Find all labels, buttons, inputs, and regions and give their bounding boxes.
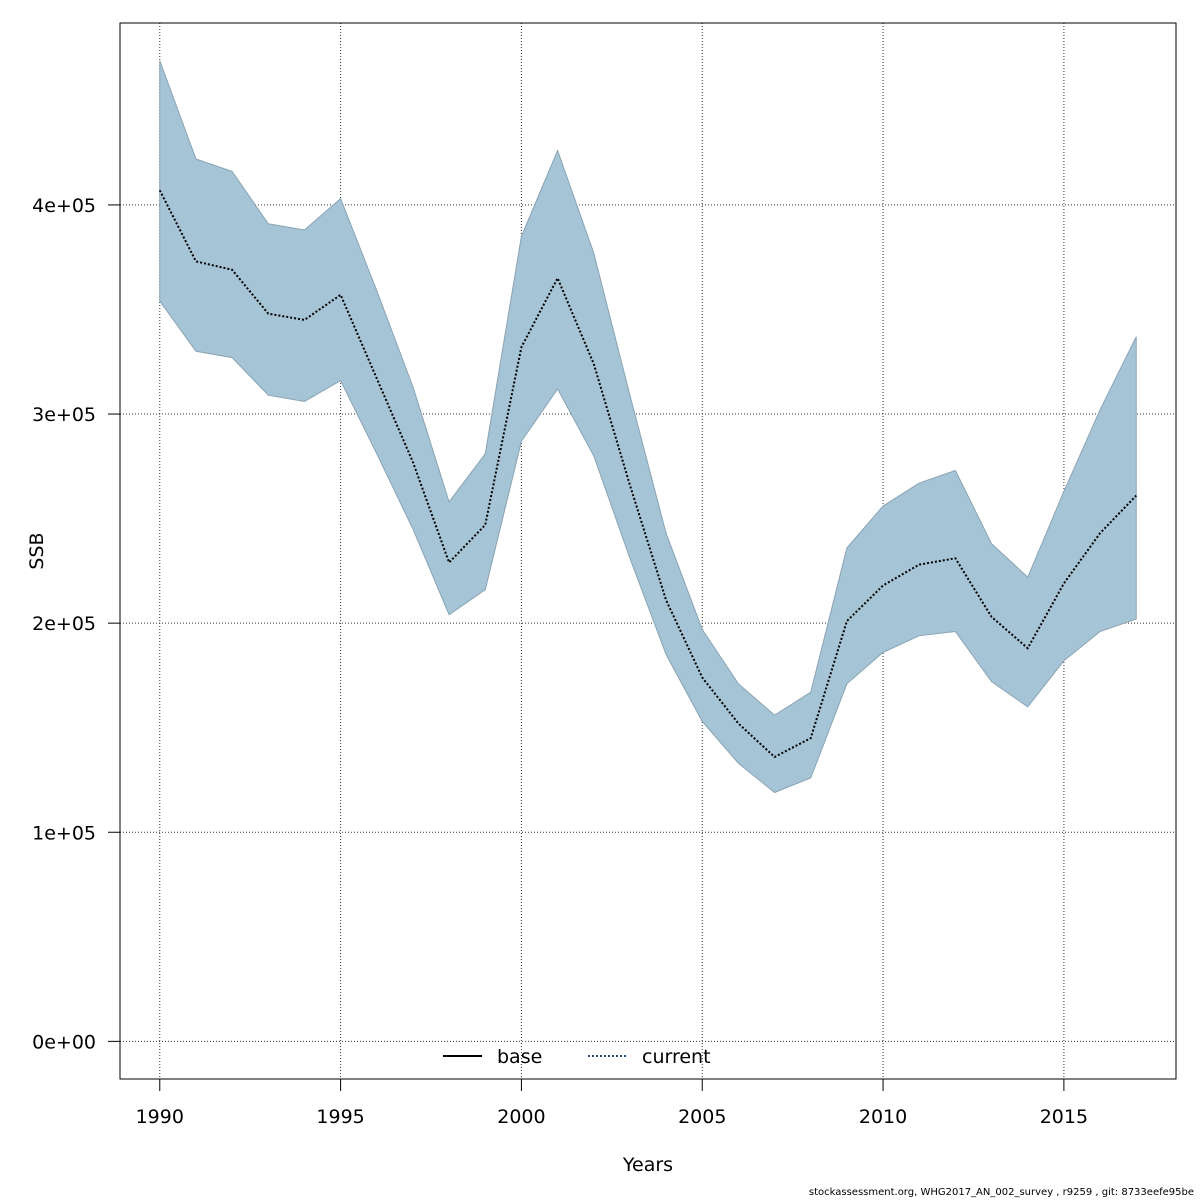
x-tick-label: 2015 [1040, 1106, 1088, 1128]
y-tick-label: 2e+05 [32, 613, 96, 635]
legend: base current [443, 1046, 711, 1068]
confidence-band [159, 60, 1137, 794]
grid-lines [120, 23, 1176, 1079]
y-tick-label: 4e+05 [32, 195, 96, 217]
y-tick-label: 1e+05 [32, 822, 96, 844]
x-tick-label: 1995 [316, 1106, 364, 1128]
plot-frame [119, 22, 1177, 1080]
y-axis-title: SSB [26, 532, 48, 569]
x-axis: 1990 1995 2000 2005 2010 2015 [136, 1079, 1088, 1128]
legend-label-current: current [642, 1046, 711, 1068]
x-tick-label: 2010 [859, 1106, 907, 1128]
x-tick-label: 2005 [678, 1106, 726, 1128]
y-tick-label: 0e+00 [32, 1031, 96, 1053]
series-line-current [158, 189, 1137, 759]
x-tick-label: 1990 [136, 1106, 184, 1128]
x-tick-label: 2000 [497, 1106, 545, 1128]
y-axis: 0e+00 1e+05 2e+05 3e+05 4e+05 [32, 195, 120, 1053]
y-tick-label: 3e+05 [32, 404, 96, 426]
legend-label-base: base [497, 1046, 542, 1068]
x-axis-title: Years [622, 1154, 673, 1176]
footer-caption: stockassessment.org, WHG2017_AN_002_surv… [808, 1187, 1194, 1198]
